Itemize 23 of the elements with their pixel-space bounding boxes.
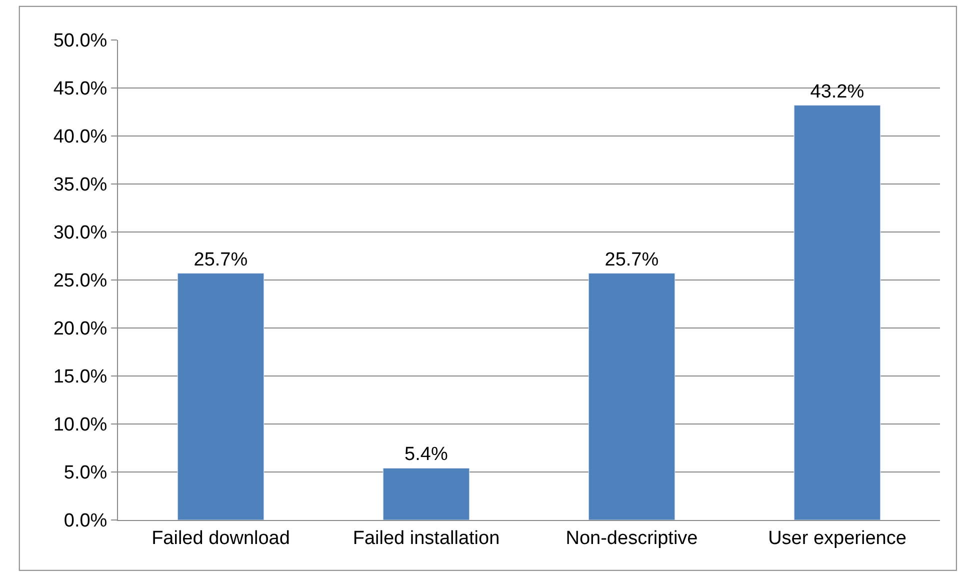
y-tick-label: 45.0% [53, 78, 108, 100]
x-tick-label: User experience [768, 528, 906, 549]
data-label: 25.7% [604, 249, 659, 270]
bar [177, 273, 264, 520]
bar [382, 468, 470, 520]
x-tick-label: Failed installation [352, 528, 500, 549]
bar [794, 105, 881, 520]
x-tick-label: Non-descriptive [566, 528, 698, 549]
y-tick-label: 0.0% [64, 510, 108, 532]
y-tick-label: 15.0% [53, 366, 108, 388]
x-tick-label: Failed download [152, 528, 290, 549]
y-tick-label: 35.0% [53, 174, 108, 196]
y-tick-label: 25.0% [53, 270, 108, 292]
y-tick-label: 10.0% [53, 414, 108, 436]
data-label: 5.4% [404, 444, 448, 466]
y-tick-label: 30.0% [53, 222, 108, 244]
data-label: 25.7% [194, 249, 248, 270]
y-tick-label: 20.0% [53, 318, 108, 340]
y-tick-label: 50.0% [53, 30, 108, 52]
bar [588, 273, 676, 520]
data-label: 43.2% [810, 81, 864, 102]
y-tick-label: 40.0% [53, 126, 108, 148]
y-tick-label: 5.0% [64, 462, 108, 484]
